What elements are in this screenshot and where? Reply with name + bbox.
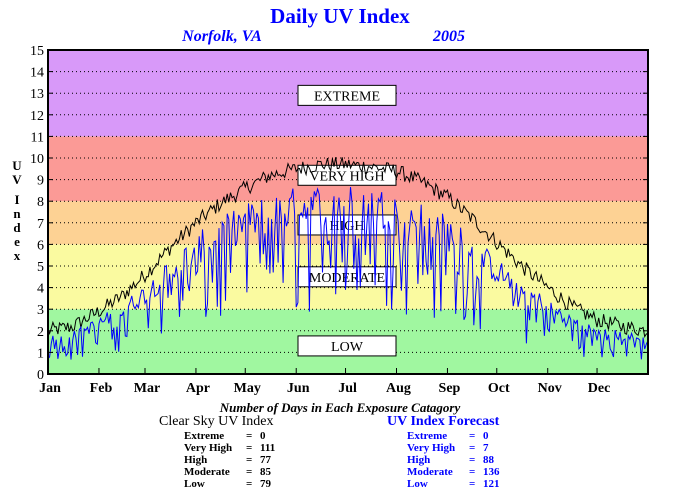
forecast-value: 88	[483, 454, 494, 466]
y-axis-label-letter: V	[12, 172, 22, 187]
x-tick-label: Oct	[488, 381, 510, 396]
x-tick-label: Jun	[287, 381, 310, 396]
y-tick-label: 8	[37, 195, 44, 210]
clear-sky-label: Extreme	[184, 430, 225, 442]
band-label-box	[297, 335, 397, 357]
y-axis-label-letter: d	[13, 220, 21, 235]
band-label: HIGH	[330, 219, 365, 234]
x-tick-label: Aug	[386, 381, 411, 396]
band-label: MODERATE	[309, 271, 385, 286]
forecast-title: UV Index Forecast	[387, 414, 500, 429]
forecast-label: High	[407, 454, 431, 466]
y-tick-label: 6	[37, 238, 44, 253]
uv-chart: Daily UV Index Norfolk, VA 2005 LOW MODER…	[12, 4, 649, 396]
y-tick-label: 3	[37, 303, 44, 318]
x-tick-label: Dec	[588, 381, 611, 396]
x-tick-label: Feb	[90, 381, 113, 396]
clear-sky-value: 111	[260, 442, 276, 454]
clear-sky-label: High	[184, 454, 208, 466]
footer-caption: Number of Days in Each Exposure Catagory	[219, 400, 461, 415]
chart-title: Daily UV Index	[270, 4, 410, 28]
chart-year: 2005	[432, 28, 465, 45]
x-tick-label: Mar	[134, 381, 160, 396]
clear-sky-title: Clear Sky UV Index	[159, 414, 274, 429]
forecast-label: Low	[407, 478, 428, 490]
y-tick-label: 13	[30, 87, 44, 102]
forecast-equals: =	[469, 478, 476, 490]
clear-sky-value: 0	[260, 430, 266, 442]
y-tick-label: 1	[37, 346, 44, 361]
x-tick-label: Nov	[538, 381, 562, 396]
forecast-row: Low = 121	[407, 478, 511, 490]
y-tick-label: 2	[37, 325, 44, 340]
forecast-row: High = 88	[407, 454, 511, 466]
series-line-forecast	[47, 187, 649, 360]
forecast-label: Moderate	[407, 466, 453, 478]
y-tick-label: 9	[37, 174, 44, 189]
forecast-equals: =	[469, 454, 476, 466]
clear-sky-equals: =	[246, 478, 253, 490]
x-tick-label: Jan	[39, 381, 61, 396]
clear-sky-equals: =	[246, 454, 253, 466]
clear-sky-label: Low	[184, 478, 205, 490]
clear-sky-row: Very High = 111	[184, 442, 288, 454]
forecast-equals: =	[469, 466, 476, 478]
y-axis-label-letter: e	[14, 234, 20, 249]
footer-caption-wrap: Number of Days in Each Exposure Catagory	[0, 400, 680, 415]
forecast-row: Moderate = 136	[407, 466, 511, 478]
clear-sky-row: Moderate = 85	[184, 466, 288, 478]
clear-sky-equals: =	[246, 430, 253, 442]
y-axis-label-letter: x	[14, 248, 21, 263]
plot-frame	[47, 49, 649, 375]
band-label: LOW	[331, 340, 364, 355]
forecast-label: Very High	[407, 442, 456, 454]
clear-sky-value: 77	[260, 454, 271, 466]
y-tick-label: 7	[37, 217, 44, 232]
forecast-value: 136	[483, 466, 500, 478]
x-tick-label: Jul	[338, 381, 357, 396]
band-label-box	[297, 84, 397, 106]
clear-sky-row: Extreme = 0	[184, 430, 288, 442]
forecast-row: Extreme = 0	[407, 430, 511, 442]
clear-sky-table: Extreme = 0 Very High = 111 High = 77 Moderate = 85…	[184, 430, 288, 490]
forecast-value: 7	[483, 442, 489, 454]
band-label: VERY HIGH	[309, 169, 384, 184]
forecast-row: Very High = 7	[407, 442, 511, 454]
clear-sky-row: High = 77	[184, 454, 288, 466]
forecast-table: Extreme = 0 Very High = 7 High = 88 Moderate = 136 L…	[407, 430, 511, 490]
forecast-equals: =	[469, 430, 476, 442]
y-axis-label-letter: I	[14, 192, 19, 207]
clear-sky-label: Moderate	[184, 466, 230, 478]
y-tick-label: 0	[37, 368, 44, 383]
forecast-equals: =	[469, 442, 476, 454]
x-tick-label: Apr	[186, 381, 210, 396]
y-axis-label-letter: U	[12, 158, 22, 173]
y-tick-label: 15	[30, 44, 44, 59]
y-axis-label-letter: n	[13, 206, 21, 221]
y-tick-label: 14	[30, 66, 44, 81]
clear-sky-label: Very High	[184, 442, 233, 454]
clear-sky-row: Low = 79	[184, 478, 288, 490]
clear-sky-value: 79	[260, 478, 271, 490]
clear-sky-equals: =	[246, 466, 253, 478]
series-line-clear-sky	[47, 157, 649, 338]
y-tick-label: 12	[30, 109, 44, 124]
x-tick-label: May	[234, 381, 261, 396]
y-tick-label: 10	[30, 152, 44, 167]
y-tick-label: 4	[37, 282, 44, 297]
forecast-value: 0	[483, 430, 489, 442]
forecast-value: 121	[483, 478, 500, 490]
chart-location: Norfolk, VA	[181, 28, 262, 45]
y-tick-label: 5	[37, 260, 44, 275]
forecast-label: Extreme	[407, 430, 448, 442]
clear-sky-value: 85	[260, 466, 271, 478]
x-tick-label: Sep	[439, 381, 461, 396]
band-label: EXTREME	[314, 89, 380, 104]
y-tick-label: 11	[31, 130, 44, 145]
clear-sky-equals: =	[246, 442, 253, 454]
